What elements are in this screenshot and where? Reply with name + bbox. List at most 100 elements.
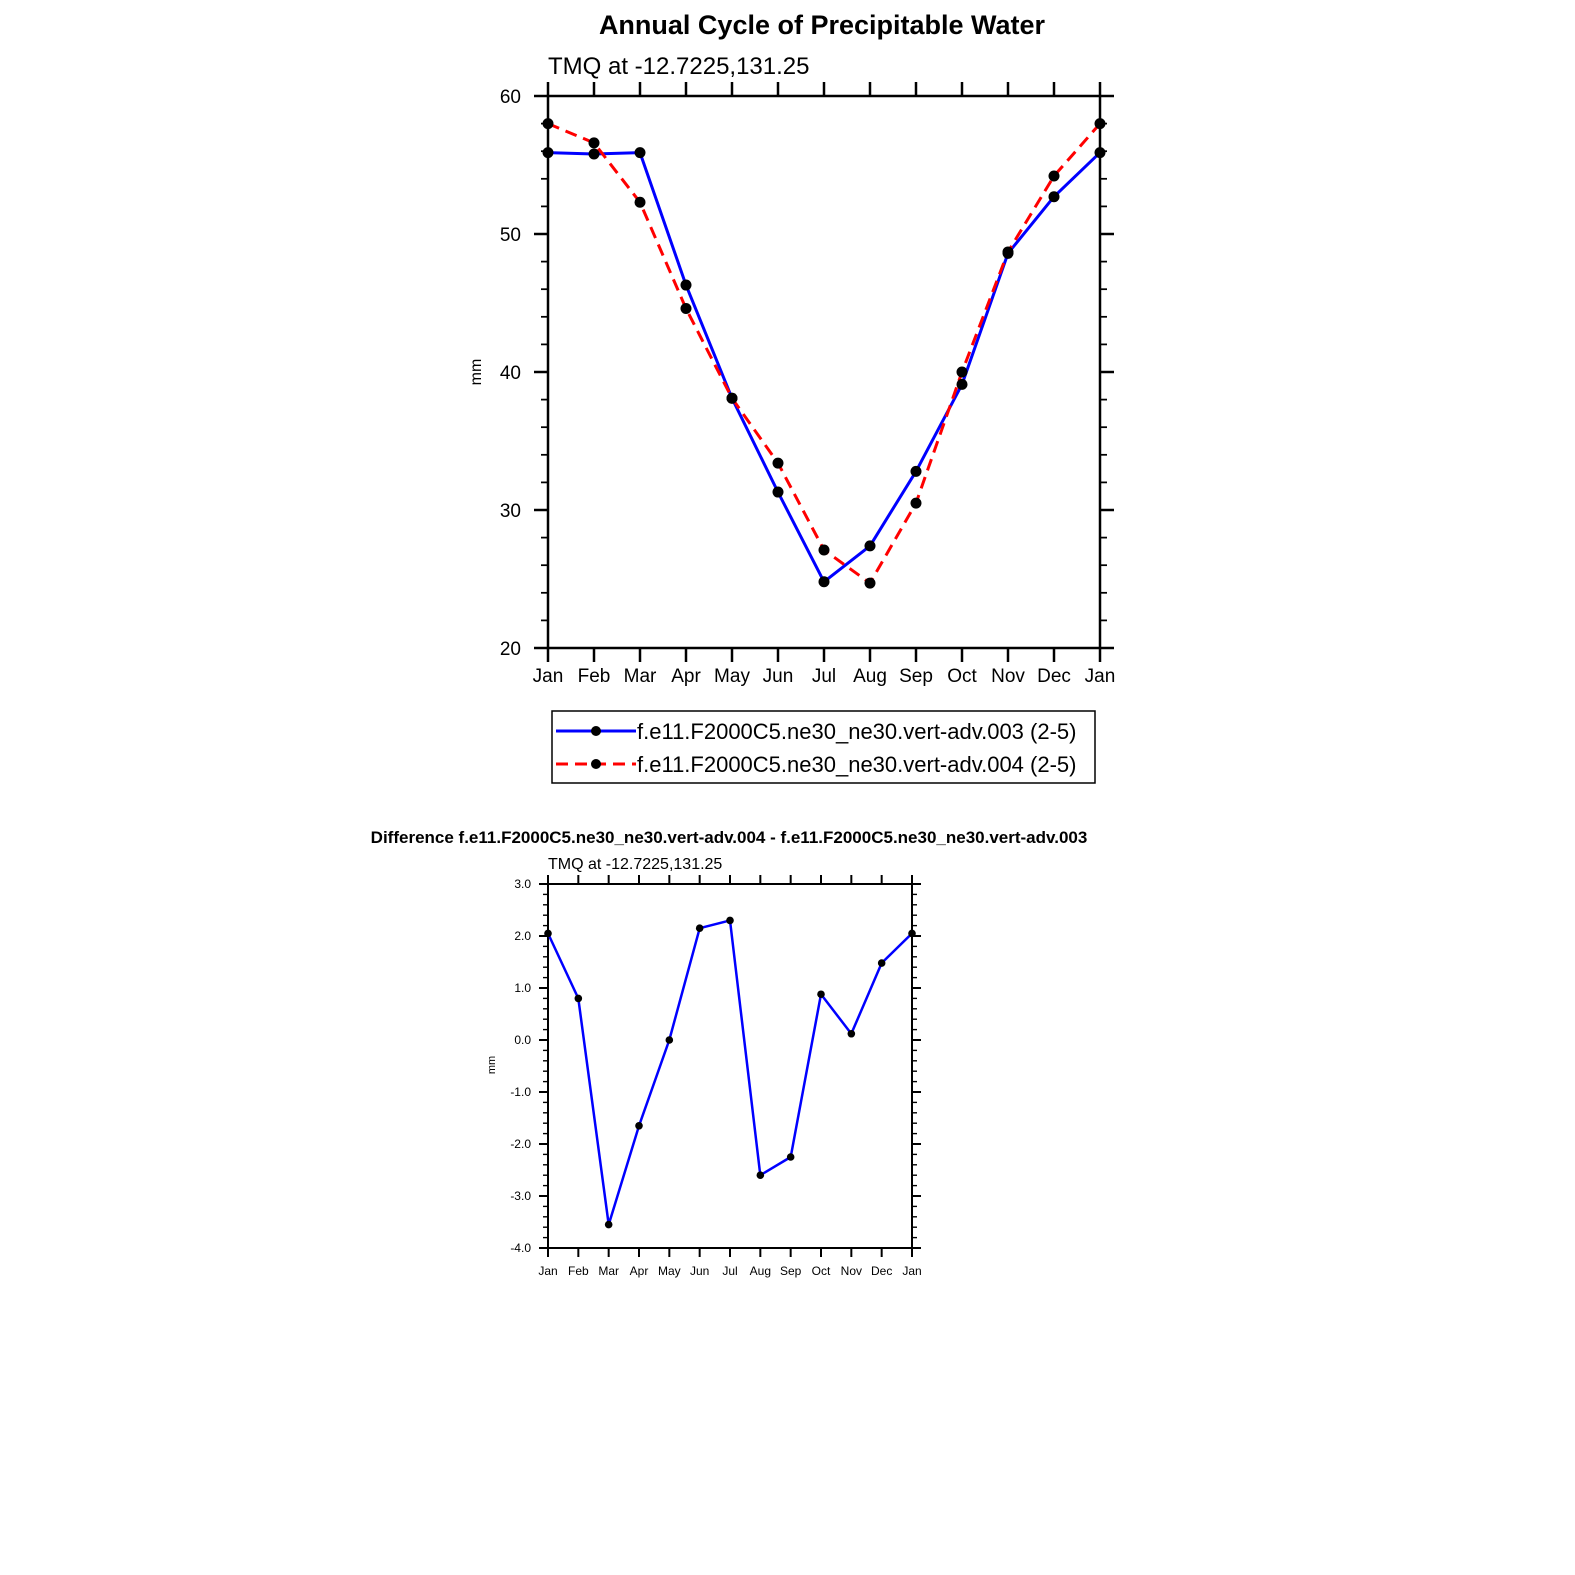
data-point-series-1 xyxy=(665,1036,674,1044)
x-tick-label: Feb xyxy=(568,1264,589,1278)
y-tick-label: 30 xyxy=(500,501,521,522)
data-point-series-2 xyxy=(864,577,876,589)
data-point-series-1 xyxy=(772,486,784,498)
x-tick-label: Sep xyxy=(780,1264,802,1278)
y-tick-label: 50 xyxy=(500,225,521,246)
y-tick-label: 3.0 xyxy=(514,877,531,891)
y-axis-label: mm xyxy=(468,359,485,386)
y-tick-label: -1.0 xyxy=(510,1085,531,1099)
chart-subtitle: TMQ at -12.7225,131.25 xyxy=(548,856,722,873)
y-tick-label: -3.0 xyxy=(510,1189,531,1203)
y-tick-label: -2.0 xyxy=(510,1137,531,1151)
x-tick-label: Dec xyxy=(1037,666,1071,687)
x-tick-label: Jan xyxy=(533,666,564,687)
x-tick-label: May xyxy=(658,1264,681,1278)
y-tick-label: 1.0 xyxy=(514,981,531,995)
data-point-series-2 xyxy=(588,137,600,149)
x-tick-label: Jul xyxy=(722,1264,737,1278)
data-point-series-1 xyxy=(847,1029,856,1038)
plot-frame xyxy=(547,883,913,1249)
data-point-series-1 xyxy=(818,576,830,588)
chart-annual-cycle: Annual Cycle of Precipitable Water TMQ a… xyxy=(468,10,1116,784)
data-point-series-2 xyxy=(910,497,922,509)
data-point-series-2 xyxy=(818,544,830,556)
data-point-series-2 xyxy=(1048,170,1060,182)
data-point-series-2 xyxy=(1094,118,1106,130)
axis-ticks xyxy=(539,875,921,1257)
x-tick-label: Nov xyxy=(841,1264,862,1278)
x-tick-label: May xyxy=(714,666,750,687)
y-tick-label: 0.0 xyxy=(514,1033,531,1047)
legend: f.e11.F2000C5.ne30_ne30.vert-adv.003 (2-… xyxy=(551,710,1096,784)
data-point-series-1 xyxy=(956,378,968,390)
y-axis-label: mm xyxy=(486,1056,498,1074)
data-point-series-1 xyxy=(544,929,552,938)
series-group xyxy=(542,118,1106,589)
x-tick-label: Nov xyxy=(991,666,1025,687)
legend-marker-series-2 xyxy=(591,759,601,769)
legend-box xyxy=(551,710,1096,784)
y-tick-label: 60 xyxy=(500,87,521,108)
x-tick-labels: Jan Feb Mar Apr May Jun Jul Aug Sep Oct Nov Dec Jan xyxy=(533,666,1116,687)
x-tick-label: Jun xyxy=(763,666,794,687)
x-tick-label: Apr xyxy=(671,666,701,687)
x-tick-label: Jun xyxy=(690,1264,709,1278)
chart-subtitle: TMQ at -12.7225,131.25 xyxy=(548,53,810,80)
data-point-series-2 xyxy=(1002,246,1014,258)
chart-title: Annual Cycle of Precipitable Water xyxy=(599,10,1046,40)
chart-difference: Difference f.e11.F2000C5.ne30_ne30.vert-… xyxy=(371,828,1088,1278)
y-tick-labels: -4.0 -3.0 -2.0 -1.0 0.0 1.0 2.0 3.0 xyxy=(510,877,531,1255)
data-point-series-1 xyxy=(634,147,646,159)
data-point-series-1 xyxy=(695,924,704,932)
data-point-series-1 xyxy=(1094,147,1106,159)
x-tick-label: Jan xyxy=(902,1264,921,1278)
data-point-series-1 xyxy=(1048,191,1060,203)
series-line-2 xyxy=(547,122,1102,585)
x-tick-label: Sep xyxy=(899,666,933,687)
data-point-series-2 xyxy=(956,366,968,378)
x-tick-label: Mar xyxy=(598,1264,619,1278)
axis-ticks xyxy=(534,82,1114,662)
data-point-series-1 xyxy=(910,465,922,477)
data-point-series-1 xyxy=(574,994,583,1003)
y-tick-label: -4.0 xyxy=(510,1241,531,1255)
series-group xyxy=(544,916,916,1229)
x-tick-label: Jan xyxy=(538,1264,557,1278)
data-point-series-1 xyxy=(542,147,554,159)
y-tick-label: 40 xyxy=(500,363,521,384)
data-point-series-2 xyxy=(772,457,784,469)
x-tick-label: Oct xyxy=(812,1264,831,1278)
data-point-series-1 xyxy=(756,1171,765,1179)
data-point-series-1 xyxy=(726,916,734,925)
data-point-series-2 xyxy=(726,392,738,404)
x-tick-label: Mar xyxy=(624,666,657,687)
legend-label-series-2: f.e11.F2000C5.ne30_ne30.vert-adv.004 (2-… xyxy=(637,752,1076,777)
data-point-series-1 xyxy=(817,990,825,999)
legend-marker-series-1 xyxy=(591,726,601,736)
data-point-series-2 xyxy=(542,118,554,130)
data-point-series-1 xyxy=(864,540,876,552)
data-point-series-1 xyxy=(908,929,916,938)
data-point-series-2 xyxy=(634,196,646,208)
data-point-series-1 xyxy=(786,1153,795,1161)
y-tick-label: 20 xyxy=(500,639,521,660)
x-tick-label: Jul xyxy=(812,666,836,687)
x-tick-label: Aug xyxy=(750,1264,771,1278)
x-tick-label: Jan xyxy=(1085,666,1116,687)
y-tick-labels: 20 30 40 50 60 xyxy=(500,87,521,660)
series-line-1 xyxy=(547,151,1102,584)
data-point-series-1 xyxy=(604,1220,613,1229)
data-point-series-1 xyxy=(680,279,692,291)
series-line-1 xyxy=(546,919,913,1226)
data-point-series-1 xyxy=(635,1122,643,1130)
chart-title: Difference f.e11.F2000C5.ne30_ne30.vert-… xyxy=(371,828,1088,847)
data-point-series-1 xyxy=(877,959,886,967)
x-tick-labels: Jan Feb Mar Apr May Jun Jul Aug Sep Oct Nov Dec Jan xyxy=(538,1264,921,1278)
data-point-series-2 xyxy=(680,303,692,315)
y-tick-label: 2.0 xyxy=(514,929,531,943)
x-tick-label: Apr xyxy=(630,1264,649,1278)
x-tick-label: Aug xyxy=(853,666,887,687)
x-tick-label: Feb xyxy=(578,666,611,687)
x-tick-label: Oct xyxy=(947,666,977,687)
